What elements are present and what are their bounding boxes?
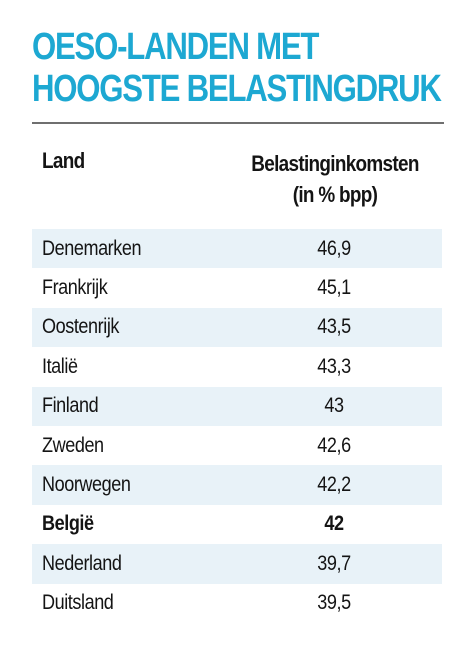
- data-table: Denemarken 46,9 Frankrijk 45,1 Oostenrijk 43,…: [32, 229, 442, 623]
- table-row: Noorwegen 42,2: [32, 465, 442, 505]
- cell-land: Duitsland: [42, 591, 114, 615]
- cell-value: 43,5: [317, 315, 351, 339]
- chart-title-line-2: HOOGSTE BELASTINGDRUK: [32, 68, 442, 110]
- cell-land: Denemarken: [42, 236, 142, 260]
- column-header-value-line-2: (in % bpp): [292, 182, 378, 207]
- cell-land: Finland: [42, 394, 99, 418]
- cell-land: Nederland: [42, 551, 122, 575]
- table-row: België 42: [32, 505, 442, 544]
- cell-land: Oostenrijk: [42, 315, 119, 339]
- column-header-value: Belastinginkomsten (in % bpp): [238, 148, 432, 210]
- table-row: Finland 43: [32, 386, 442, 426]
- chart-title-line-1: OESO-LANDEN MET: [32, 26, 319, 68]
- table-row: Denemarken 46,9: [32, 229, 442, 269]
- column-header-value-line-1: Belastinginkomsten: [251, 151, 419, 176]
- chart-title: OESO-LANDEN MET HOOGSTE BELASTINGDRUK: [32, 26, 442, 110]
- column-header-land: Land: [42, 148, 85, 173]
- cell-value: 45,1: [317, 276, 351, 300]
- cell-land: België: [42, 512, 94, 536]
- cell-value: 42,6: [317, 433, 351, 457]
- table-row: Oostenrijk 43,5: [32, 307, 442, 348]
- table-row: Italië 43,3: [32, 347, 442, 386]
- cell-value: 43,3: [317, 354, 351, 378]
- title-divider: [32, 122, 444, 124]
- cell-value: 39,5: [317, 591, 351, 615]
- table-row: Frankrijk 45,1: [32, 268, 442, 307]
- cell-land: Frankrijk: [42, 276, 108, 300]
- table-row: Duitsland 39,5: [32, 584, 442, 623]
- cell-land: Italië: [42, 354, 78, 378]
- cell-value: 46,9: [317, 236, 351, 260]
- cell-value: 43: [324, 394, 344, 418]
- table-row: Zweden 42,6: [32, 426, 442, 465]
- cell-value: 42,2: [317, 473, 351, 497]
- cell-value: 42: [324, 512, 344, 536]
- cell-land: Noorwegen: [42, 473, 131, 497]
- cell-value: 39,7: [317, 551, 351, 575]
- table-row: Nederland 39,7: [32, 544, 442, 584]
- cell-land: Zweden: [42, 433, 104, 457]
